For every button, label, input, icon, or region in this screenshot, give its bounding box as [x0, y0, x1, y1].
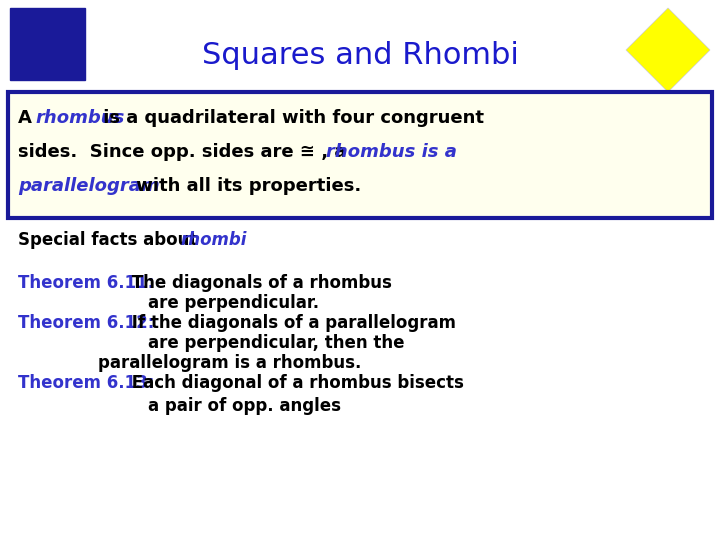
Text: is a quadrilateral with four congruent: is a quadrilateral with four congruent — [97, 109, 484, 127]
Text: A: A — [18, 109, 38, 127]
Text: sides.  Since opp. sides are ≅ , a: sides. Since opp. sides are ≅ , a — [18, 143, 353, 161]
Text: The diagonals of a rhombus: The diagonals of a rhombus — [126, 274, 392, 292]
Text: a pair of opp. angles: a pair of opp. angles — [148, 397, 341, 415]
Text: are perpendicular, then the: are perpendicular, then the — [148, 334, 405, 352]
Text: with all its properties.: with all its properties. — [130, 177, 361, 195]
Text: Theorem 6.13:: Theorem 6.13: — [18, 374, 154, 392]
Text: If the diagonals of a parallelogram: If the diagonals of a parallelogram — [126, 314, 456, 332]
Text: Theorem 6.12:: Theorem 6.12: — [18, 314, 154, 332]
Text: Special facts about: Special facts about — [18, 231, 203, 249]
Text: rhombus is a: rhombus is a — [326, 143, 457, 161]
Text: Squares and Rhombi: Squares and Rhombi — [202, 40, 518, 70]
Text: Each diagonal of a rhombus bisects: Each diagonal of a rhombus bisects — [126, 374, 464, 392]
Text: rhombi: rhombi — [180, 231, 246, 249]
Text: are perpendicular.: are perpendicular. — [148, 294, 319, 312]
Text: Theorem 6.11:: Theorem 6.11: — [18, 274, 154, 292]
Text: parallelogram is a rhombus.: parallelogram is a rhombus. — [98, 354, 361, 372]
Text: parallelogram: parallelogram — [18, 177, 160, 195]
Text: rhombus: rhombus — [35, 109, 125, 127]
